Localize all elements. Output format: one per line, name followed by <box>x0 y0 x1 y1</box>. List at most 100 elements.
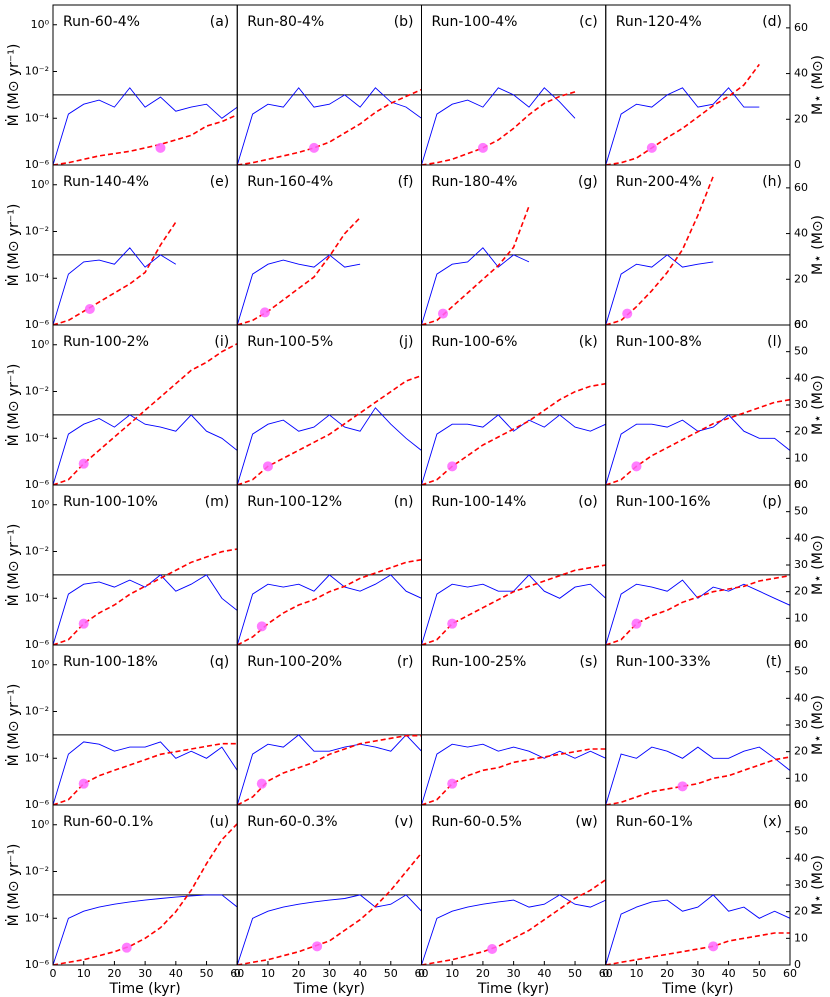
panel: Run-100-18% (q) 10⁻⁶ 10⁻⁴ 10⁻² 10⁰ Ṁ (M⊙ yr⁻¹) <box>4 644 238 811</box>
y-tick-label: 10⁻⁴ <box>25 591 50 604</box>
panel-label: (b) <box>394 14 414 30</box>
mass-line <box>237 88 422 165</box>
panel-title: Run-100-6% <box>432 334 518 350</box>
panel: Run-100-4% (c) <box>421 4 607 166</box>
panel-title: Run-100-8% <box>616 334 702 350</box>
marker <box>309 142 320 153</box>
panel-title: Run-100-25% <box>432 654 527 670</box>
panel-title: Run-100-4% <box>432 14 518 30</box>
marker <box>447 618 458 629</box>
marker <box>447 778 458 789</box>
y2-tick-label: 10 <box>794 451 808 464</box>
panel: Run-80-4% (b) <box>236 4 422 166</box>
plot-area <box>605 398 790 485</box>
x-tick-label: 40 <box>169 967 183 980</box>
panel: Run-100-8% (l) 0 10 20 30 40 50 60 M⋆ (M⊙) <box>605 318 826 491</box>
x-tick-label: 50 <box>200 967 214 980</box>
y2-axis-label: M⋆ (M⊙) <box>810 695 826 755</box>
plot-area <box>421 564 606 645</box>
y2-tick-label: 20 <box>794 585 808 598</box>
plot-area <box>53 87 238 165</box>
plot-area <box>237 852 422 965</box>
accretion-line <box>421 414 606 485</box>
y2-tick-label: 30 <box>794 398 808 411</box>
x-tick-label: 30 <box>138 967 152 980</box>
accretion-line <box>53 247 177 325</box>
panel-label: (l) <box>767 334 782 350</box>
y-axis-label: Ṁ (M⊙ yr⁻¹) <box>4 524 22 607</box>
y-tick-label: 10⁻⁴ <box>25 271 50 284</box>
plot-area <box>605 894 790 965</box>
x-tick-label: 0 <box>418 967 425 980</box>
y2-axis-label: M⋆ (M⊙) <box>810 855 826 915</box>
accretion-line <box>237 407 422 485</box>
y-axis-label: Ṁ (M⊙ yr⁻¹) <box>4 684 22 767</box>
y2-tick-label: 0 <box>794 318 801 331</box>
y-tick-label: 10⁻⁶ <box>25 798 50 811</box>
y-tick-label: 10⁻² <box>25 705 49 718</box>
marker <box>312 941 323 952</box>
marker <box>622 308 633 319</box>
y-tick-label: 10⁻⁶ <box>25 318 50 331</box>
y2-tick-label: 20 <box>794 905 808 918</box>
y-tick-label: 10⁻⁴ <box>25 431 50 444</box>
y-tick-label: 10⁰ <box>31 498 50 511</box>
y2-tick-label: 50 <box>794 825 808 838</box>
mass-line <box>237 852 422 965</box>
y2-tick-label: 50 <box>794 665 808 678</box>
plot-area <box>237 558 422 645</box>
accretion-line <box>53 894 238 965</box>
marker <box>262 461 273 472</box>
y-axis-label: Ṁ (M⊙ yr⁻¹) <box>4 204 22 287</box>
x-tick-label: 20 <box>292 967 306 980</box>
accretion-line <box>53 414 238 485</box>
plot-area <box>53 342 238 485</box>
plot-area <box>421 734 606 805</box>
plot-area <box>237 374 422 485</box>
y2-tick-label: 50 <box>794 345 808 358</box>
accretion-line <box>53 87 238 165</box>
x-tick-label: 60 <box>415 967 429 980</box>
plot-area <box>605 176 790 325</box>
panel-title: Run-60-4% <box>63 14 140 30</box>
marker <box>708 941 719 952</box>
plot-area <box>53 548 238 645</box>
panel: Run-200-4% (h) 0 20 40 60 M⋆ (M⊙) <box>605 164 826 331</box>
marker <box>477 142 488 153</box>
y-tick-label: 10⁰ <box>31 338 50 351</box>
x-tick-label: 40 <box>353 967 367 980</box>
panel: Run-100-16% (p) 0 10 20 30 40 50 60 M⋆ (M⊙) <box>605 478 826 651</box>
y2-tick-label: 10 <box>794 611 808 624</box>
mass-line <box>53 548 238 645</box>
x-tick-label: 60 <box>599 967 613 980</box>
panel-title: Run-60-1% <box>616 814 693 830</box>
panel-title: Run-160-4% <box>247 174 333 190</box>
mass-line <box>605 63 760 165</box>
accretion-line <box>421 87 576 165</box>
panel-title: Run-100-20% <box>247 654 342 670</box>
panel-label: (o) <box>578 494 598 510</box>
panel-label: (q) <box>209 654 229 670</box>
x-axis-label: Time (kyr) <box>293 981 365 997</box>
x-tick-label: 0 <box>50 967 57 980</box>
y2-tick-label: 0 <box>794 958 801 971</box>
marker <box>121 942 132 953</box>
marker <box>78 618 89 629</box>
y2-tick-label: 60 <box>794 798 808 811</box>
y2-tick-label: 20 <box>794 425 808 438</box>
panel: Run-100-25% (s) <box>421 644 607 806</box>
y2-tick-label: 60 <box>794 478 808 491</box>
mass-line <box>237 734 422 805</box>
y2-tick-label: 30 <box>794 878 808 891</box>
y2-tick-label: 40 <box>794 691 808 704</box>
panel-label: (k) <box>579 334 598 350</box>
marker <box>84 304 95 314</box>
panel: Run-100-14% (o) <box>421 484 607 646</box>
y2-tick-label: 0 <box>794 638 801 651</box>
y2-tick-label: 60 <box>794 21 808 34</box>
x-tick-label: 10 <box>629 967 643 980</box>
y-tick-label: 10⁻² <box>25 65 49 78</box>
x-axis-label: Time (kyr) <box>108 981 180 997</box>
panel-title: Run-140-4% <box>63 174 149 190</box>
y2-axis-label: M⋆ (M⊙) <box>810 55 826 115</box>
